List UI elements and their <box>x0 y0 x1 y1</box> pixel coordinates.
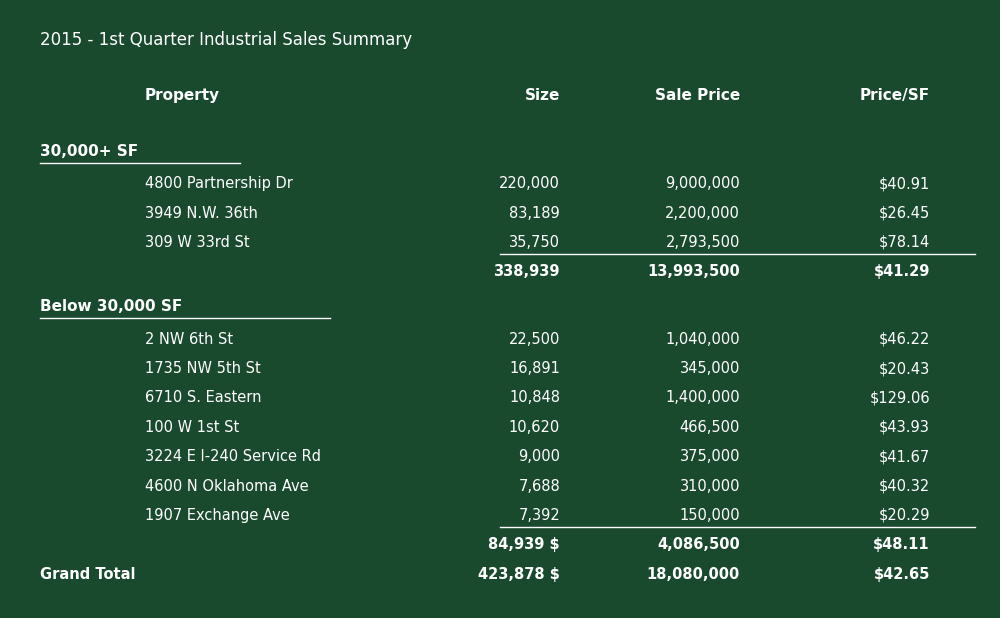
Text: 375,000: 375,000 <box>680 449 740 464</box>
Text: $20.29: $20.29 <box>879 508 930 523</box>
Text: $40.32: $40.32 <box>879 478 930 494</box>
Text: $42.65: $42.65 <box>874 567 930 582</box>
Text: 6710 S. Eastern: 6710 S. Eastern <box>145 391 262 405</box>
Text: Sale Price: Sale Price <box>655 88 740 103</box>
Text: 4600 N Oklahoma Ave: 4600 N Oklahoma Ave <box>145 478 309 494</box>
Text: 4,086,500: 4,086,500 <box>657 537 740 552</box>
Text: $129.06: $129.06 <box>869 391 930 405</box>
Text: 83,189: 83,189 <box>509 206 560 221</box>
Text: 7,392: 7,392 <box>518 508 560 523</box>
Text: 2,200,000: 2,200,000 <box>665 206 740 221</box>
Text: $40.91: $40.91 <box>879 176 930 191</box>
Text: 1,400,000: 1,400,000 <box>665 391 740 405</box>
Text: 338,939: 338,939 <box>494 265 560 279</box>
Text: 3224 E I-240 Service Rd: 3224 E I-240 Service Rd <box>145 449 321 464</box>
Text: 3949 N.W. 36th: 3949 N.W. 36th <box>145 206 258 221</box>
Text: 2 NW 6th St: 2 NW 6th St <box>145 332 233 347</box>
Text: 309 W 33rd St: 309 W 33rd St <box>145 235 250 250</box>
Text: $41.67: $41.67 <box>879 449 930 464</box>
Text: 10,848: 10,848 <box>509 391 560 405</box>
Text: 18,080,000: 18,080,000 <box>647 567 740 582</box>
Text: 84,939 $: 84,939 $ <box>488 537 560 552</box>
Text: 1735 NW 5th St: 1735 NW 5th St <box>145 361 261 376</box>
Text: $48.11: $48.11 <box>873 537 930 552</box>
Text: 423,878 $: 423,878 $ <box>478 567 560 582</box>
Text: 2015 - 1st Quarter Industrial Sales Summary: 2015 - 1st Quarter Industrial Sales Summ… <box>40 31 412 49</box>
Text: 9,000,000: 9,000,000 <box>665 176 740 191</box>
Text: 466,500: 466,500 <box>680 420 740 435</box>
Text: $41.29: $41.29 <box>874 265 930 279</box>
Text: Size: Size <box>525 88 560 103</box>
Text: 310,000: 310,000 <box>680 478 740 494</box>
Text: Grand Total: Grand Total <box>40 567 136 582</box>
Text: $46.22: $46.22 <box>879 332 930 347</box>
Text: 7,688: 7,688 <box>518 478 560 494</box>
Text: 1907 Exchange Ave: 1907 Exchange Ave <box>145 508 290 523</box>
Text: 4800 Partnership Dr: 4800 Partnership Dr <box>145 176 293 191</box>
Text: 22,500: 22,500 <box>509 332 560 347</box>
Text: 345,000: 345,000 <box>680 361 740 376</box>
Text: 10,620: 10,620 <box>509 420 560 435</box>
Text: 1,040,000: 1,040,000 <box>665 332 740 347</box>
Text: 150,000: 150,000 <box>679 508 740 523</box>
Text: 2,793,500: 2,793,500 <box>666 235 740 250</box>
Text: $78.14: $78.14 <box>879 235 930 250</box>
Text: 35,750: 35,750 <box>509 235 560 250</box>
Text: 30,000+ SF: 30,000+ SF <box>40 144 138 159</box>
Text: 220,000: 220,000 <box>499 176 560 191</box>
Text: $26.45: $26.45 <box>879 206 930 221</box>
Text: Price/SF: Price/SF <box>860 88 930 103</box>
Text: 100 W 1st St: 100 W 1st St <box>145 420 239 435</box>
Text: Below 30,000 SF: Below 30,000 SF <box>40 300 182 315</box>
Text: $20.43: $20.43 <box>879 361 930 376</box>
Text: 9,000: 9,000 <box>518 449 560 464</box>
Text: $43.93: $43.93 <box>879 420 930 435</box>
Text: 13,993,500: 13,993,500 <box>647 265 740 279</box>
Text: Property: Property <box>145 88 220 103</box>
Text: 16,891: 16,891 <box>509 361 560 376</box>
